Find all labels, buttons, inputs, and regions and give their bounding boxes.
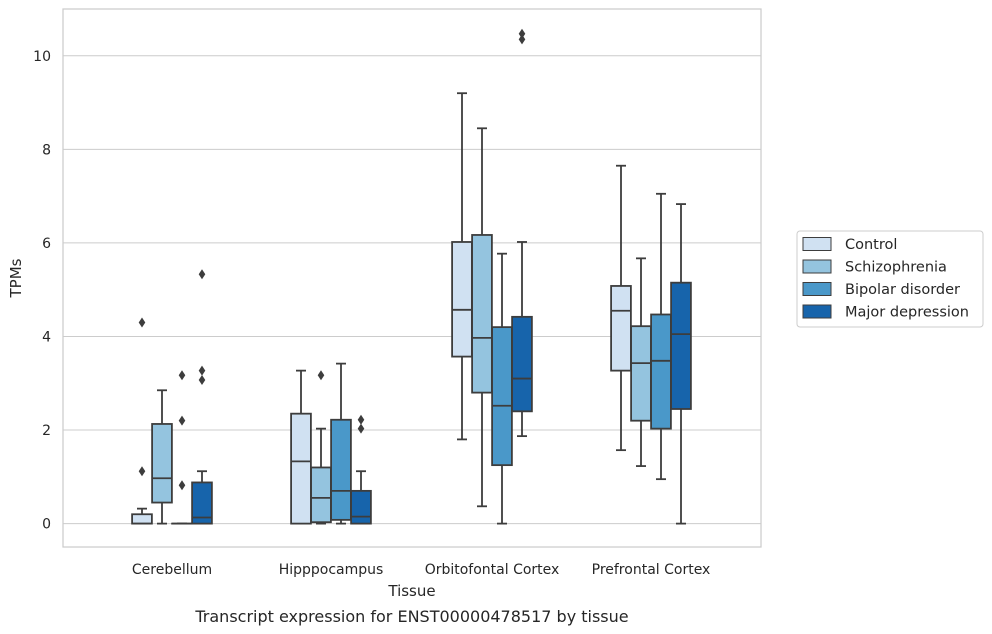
legend-label: Major depression [845, 305, 969, 321]
box-body [451, 241, 473, 358]
y-tick-label: 0 [42, 517, 51, 533]
outlier-point [138, 466, 146, 477]
legend-swatch [802, 237, 832, 251]
x-axis-label: Tissue [387, 582, 435, 600]
outlier-point [178, 370, 186, 381]
box-body [290, 412, 312, 525]
box-body [511, 315, 533, 413]
box-body [191, 481, 213, 525]
legend-label: Schizophrenia [845, 260, 947, 276]
y-tick-label: 2 [42, 423, 51, 439]
box-body [471, 234, 493, 394]
outlier-point [178, 480, 186, 491]
box-0-0 [131, 317, 153, 525]
box-body [630, 325, 652, 422]
legend-frame [796, 230, 984, 328]
y-axis-label: TPMs [7, 258, 25, 298]
box-marks [131, 28, 692, 525]
box-0-3 [191, 269, 213, 525]
box-body [310, 466, 332, 524]
box-body [330, 418, 352, 521]
box-body [610, 285, 632, 372]
legend-swatch [802, 282, 832, 296]
legend-label: Control [845, 237, 897, 253]
box-body [650, 313, 672, 430]
box-body [131, 513, 153, 525]
outlier-point [357, 414, 365, 425]
y-tick-label: 4 [42, 329, 51, 345]
box-3-0 [610, 164, 632, 452]
y-tick-label: 8 [42, 142, 51, 158]
box-0-2 [171, 370, 193, 525]
outlier-point [518, 34, 526, 45]
box-body [350, 489, 372, 525]
y-tick-label: 6 [42, 236, 51, 252]
outlier-point [138, 317, 146, 328]
outlier-point [198, 365, 206, 376]
box-2-0 [451, 92, 473, 441]
box-1-2 [330, 362, 352, 525]
box-3-3 [670, 203, 692, 525]
legend-swatch [802, 259, 832, 274]
legend-swatch [802, 304, 832, 319]
legend: Control Schizophrenia Bipolar disorder Majo… [796, 230, 984, 328]
box-2-1 [471, 127, 493, 508]
box-body [491, 326, 513, 467]
box-0-1 [151, 389, 173, 525]
box-2-2 [491, 252, 513, 525]
box-3-1 [630, 257, 652, 467]
plot-area [62, 8, 762, 548]
x-tick-label: Cerebellum [132, 562, 212, 578]
outlier-point [198, 269, 206, 280]
y-tick-label: 10 [33, 49, 51, 65]
box-2-3 [511, 28, 533, 438]
outlier-point [178, 415, 186, 426]
box-3-2 [650, 192, 672, 481]
x-axis-ticks: Cerebellum Hipppocampus Orbitofontal Corte… [132, 562, 710, 578]
box-1-1 [310, 370, 332, 525]
box-body [670, 281, 692, 410]
outlier-point [198, 374, 206, 385]
legend-label: Bipolar disorder [845, 282, 960, 298]
box-1-3 [350, 414, 372, 525]
x-tick-label: Hipppocampus [279, 562, 384, 578]
x-tick-label: Orbitofontal Cortex [425, 562, 560, 578]
grid-lines [63, 55, 761, 525]
x-tick-label: Prefrontal Cortex [592, 562, 711, 578]
outlier-point [518, 28, 526, 39]
box-body [151, 423, 173, 504]
y-axis-ticks: 0 2 4 6 8 10 [33, 49, 51, 533]
outlier-point [317, 370, 325, 381]
outlier-point [357, 423, 365, 434]
box-1-0 [290, 369, 312, 525]
figure-caption: Transcript expression for ENST0000047851… [194, 607, 628, 626]
